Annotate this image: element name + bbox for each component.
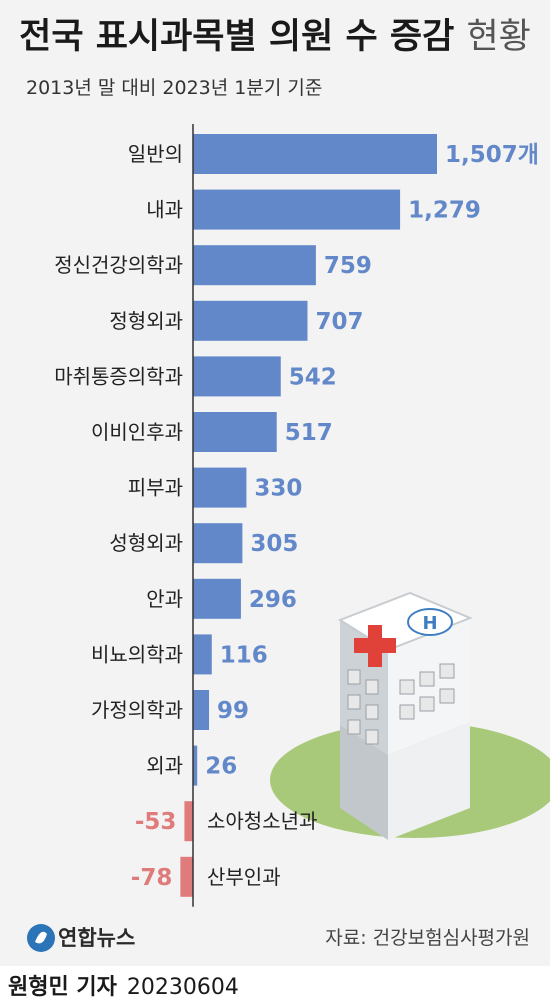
data-label: 1,507개 <box>445 142 539 168</box>
window <box>365 679 379 695</box>
source-note: 자료: 건강보험심사평가원 <box>325 927 530 949</box>
window <box>419 696 435 712</box>
helipad <box>407 608 453 636</box>
window <box>365 704 379 720</box>
category-label: 소아청소년과 <box>207 809 317 833</box>
data-label: 99 <box>217 698 249 724</box>
bar <box>193 245 316 286</box>
yonhap-logo-icon <box>27 924 55 952</box>
category-label: 정형외과 <box>109 309 183 333</box>
footer <box>0 910 550 966</box>
data-label: 707 <box>315 309 363 335</box>
building-windows <box>347 663 455 745</box>
window <box>439 663 455 679</box>
data-label: 305 <box>250 531 298 557</box>
bar <box>193 467 247 508</box>
data-label: -78 <box>131 865 173 891</box>
data-label: 26 <box>205 754 237 780</box>
window <box>399 704 415 720</box>
window <box>347 694 361 710</box>
logo-mark <box>35 931 47 944</box>
bar <box>180 856 193 897</box>
category-label: 피부과 <box>128 476 183 500</box>
data-label: 759 <box>324 253 372 279</box>
category-label: 내과 <box>146 198 183 222</box>
data-label: 542 <box>289 364 337 390</box>
category-label: 일반의 <box>128 142 183 166</box>
bar <box>193 134 437 174</box>
building-left-wall <box>340 725 388 840</box>
category-label: 비뇨의학과 <box>91 642 183 666</box>
window <box>419 671 435 687</box>
category-label: 외과 <box>146 754 183 778</box>
data-label: 1,279 <box>408 198 481 224</box>
bar <box>193 690 210 730</box>
bar <box>184 801 193 842</box>
red-cross-sign <box>354 625 396 667</box>
date: 20230604 <box>126 975 239 1000</box>
title-bold: 전국 표시과목별 의원 수 증감 <box>19 17 455 57</box>
window <box>347 719 361 735</box>
window <box>439 688 455 704</box>
page-title: 전국 표시과목별 의원 수 증감 현황 <box>0 14 550 60</box>
bar <box>193 300 308 341</box>
category-label: 안과 <box>146 587 183 611</box>
category-label: 가정의학과 <box>91 698 183 722</box>
category-label: 이비인후과 <box>91 420 183 444</box>
category-label: 마취통증의학과 <box>54 364 183 388</box>
bar <box>193 634 212 675</box>
data-label: 330 <box>254 476 302 502</box>
data-label: 296 <box>249 587 297 613</box>
subtitle: 2013년 말 대비 2023년 1분기 기준 <box>26 77 323 99</box>
title-light: 현황 <box>466 17 531 57</box>
window <box>347 669 361 685</box>
reporter: 원형민 기자 <box>8 975 117 1000</box>
bar <box>193 189 401 230</box>
bar <box>193 578 241 619</box>
bar <box>193 523 243 564</box>
bar <box>193 412 277 452</box>
category-label: 산부인과 <box>207 865 281 889</box>
cross-horizontal <box>354 638 396 653</box>
building-right-wall <box>388 722 470 840</box>
window <box>365 729 379 745</box>
category-label: 성형외과 <box>109 531 183 555</box>
logo-text: 연합뉴스 <box>58 926 136 950</box>
data-label: -53 <box>135 809 177 835</box>
hospital-building-icon: H <box>270 591 550 840</box>
data-label: 517 <box>285 420 333 446</box>
bar <box>193 745 198 786</box>
window <box>399 679 415 695</box>
header: 전국 표시과목별 의원 수 증감 현황 2013년 말 대비 2023년 1분기… <box>0 0 550 100</box>
category-label: 정신건강의학과 <box>54 253 183 277</box>
byline: 원형민 기자 20230604 <box>8 974 239 1002</box>
helipad-sign: H <box>422 613 437 634</box>
bar <box>193 356 281 397</box>
data-label: 116 <box>220 642 268 668</box>
